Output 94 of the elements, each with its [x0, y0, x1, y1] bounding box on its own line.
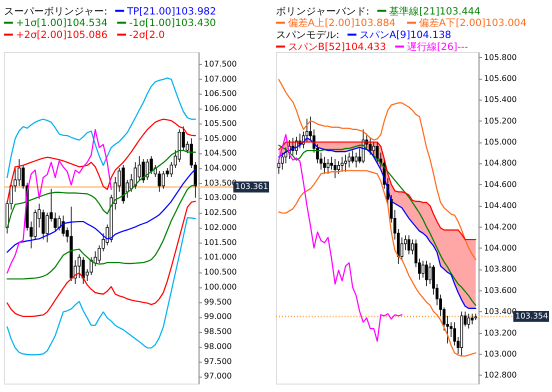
y-tick-label: 97.500: [204, 356, 232, 366]
chart-title: スーパーボリンジャー:: [4, 6, 108, 18]
candlestick: [82, 256, 85, 284]
candlestick: [42, 209, 45, 240]
candlestick: [323, 156, 326, 174]
y-tick-label: 103.200: [484, 328, 517, 338]
y-tick-label: 105.600: [484, 74, 517, 83]
legend-label: 基準線[21]103.444: [389, 5, 480, 18]
line-series: [6, 77, 196, 178]
candlestick: [351, 150, 354, 164]
y-tick-label: 104.600: [484, 180, 517, 189]
y-tick-label: 104.200: [484, 222, 517, 232]
legend-label: スパンB[52]104.433: [288, 42, 386, 54]
y-tick-label: 102.800: [484, 370, 517, 380]
candlestick: [142, 158, 145, 184]
candlestick: [348, 152, 351, 168]
y-tick-label: 105.000: [204, 134, 237, 143]
candlestick: [158, 170, 161, 192]
legend-label: +2σ[2.00]105.086: [16, 30, 108, 42]
y-tick-label: 106.500: [204, 89, 237, 98]
legend-label: +1σ[1.00]104.534: [16, 18, 108, 30]
candlestick: [146, 158, 149, 180]
y-tick-label: 105.000: [484, 138, 517, 147]
candlestick: [150, 156, 153, 174]
y-tick-label: 99.500: [204, 297, 232, 306]
y-tick-label: 101.000: [204, 252, 237, 262]
y-tick-label: 102.000: [204, 222, 237, 232]
y-tick-label: 107.000: [204, 74, 237, 84]
y-tick-label: 99.000: [204, 312, 232, 322]
candlestick: [422, 260, 424, 278]
legend-label: 偏差A下[2.00]103.004: [418, 17, 526, 30]
candlestick: [407, 234, 410, 255]
candlestick: [277, 158, 280, 174]
y-tick-label: 104.000: [484, 244, 517, 253]
candlestick: [372, 142, 376, 158]
candlestick: [54, 212, 57, 231]
line-series: [278, 170, 476, 357]
candlestick: [467, 313, 470, 329]
legend-label: TP[21.00]103.982: [126, 6, 216, 18]
y-tick-label: 102.500: [204, 208, 237, 218]
candlestick: [34, 209, 37, 240]
chart-subtitle: スパンモデル:: [276, 30, 340, 42]
candlestick: [78, 254, 81, 278]
y-tick-label: 105.200: [484, 116, 517, 126]
candlestick: [425, 260, 428, 287]
legend-label: スパンA[9]104.138: [359, 30, 452, 42]
legend-label: 遅行線[26]---: [407, 41, 469, 54]
y-tick-label: 100.500: [204, 268, 237, 277]
y-tick-label: 97.000: [204, 372, 232, 381]
y-tick-label: 101.500: [204, 238, 237, 247]
legend-label: 偏差A上[2.00]103.884: [288, 17, 396, 30]
y-tick-label: 103.000: [484, 349, 517, 358]
y-tick-label: 103.800: [484, 264, 517, 274]
candlestick: [62, 215, 65, 237]
candlestick: [400, 237, 404, 262]
ref-line-label: 103.354: [515, 311, 548, 320]
candlestick: [340, 156, 344, 172]
y-tick-label: 104.000: [204, 163, 237, 172]
line-series: [6, 129, 112, 274]
y-tick-label: 106.000: [204, 104, 237, 114]
line-series: [6, 200, 196, 318]
candlestick: [90, 256, 93, 276]
y-tick-label: 98.000: [204, 342, 232, 351]
y-tick-label: 104.800: [484, 158, 517, 168]
y-tick-label: 103.600: [484, 286, 517, 295]
y-tick-label: 105.500: [204, 118, 237, 128]
line-series: [278, 134, 402, 342]
candlestick: [334, 158, 336, 178]
y-tick-label: 107.500: [204, 59, 237, 68]
y-tick-label: 103.000: [204, 193, 237, 202]
legend-label: -1σ[1.00]103.430: [129, 18, 216, 30]
candlestick: [428, 262, 432, 284]
chart-title: ボリンジャーバンド:: [276, 6, 370, 18]
legend-label: -2σ[2.0: [129, 30, 165, 42]
line-series: [6, 217, 196, 356]
y-tick-label: 105.800: [484, 52, 517, 62]
candlestick: [134, 162, 137, 190]
y-tick-label: 105.400: [484, 95, 517, 104]
candlestick: [337, 160, 340, 174]
candlestick: [162, 170, 165, 190]
candlestick: [470, 313, 474, 325]
candlestick: [354, 152, 358, 168]
y-tick-label: 104.500: [204, 148, 237, 158]
candlestick: [280, 152, 284, 170]
y-tick-label: 98.500: [204, 327, 232, 336]
candlestick: [18, 158, 21, 186]
y-tick-label: 104.400: [484, 201, 517, 210]
line-series: [278, 78, 476, 260]
ref-line-label: 103.361: [235, 182, 268, 192]
y-tick-label: 100.000: [204, 282, 237, 292]
candlestick: [46, 212, 49, 243]
candlestick: [344, 154, 348, 172]
candlestick: [58, 215, 61, 231]
candlestick: [326, 158, 330, 174]
